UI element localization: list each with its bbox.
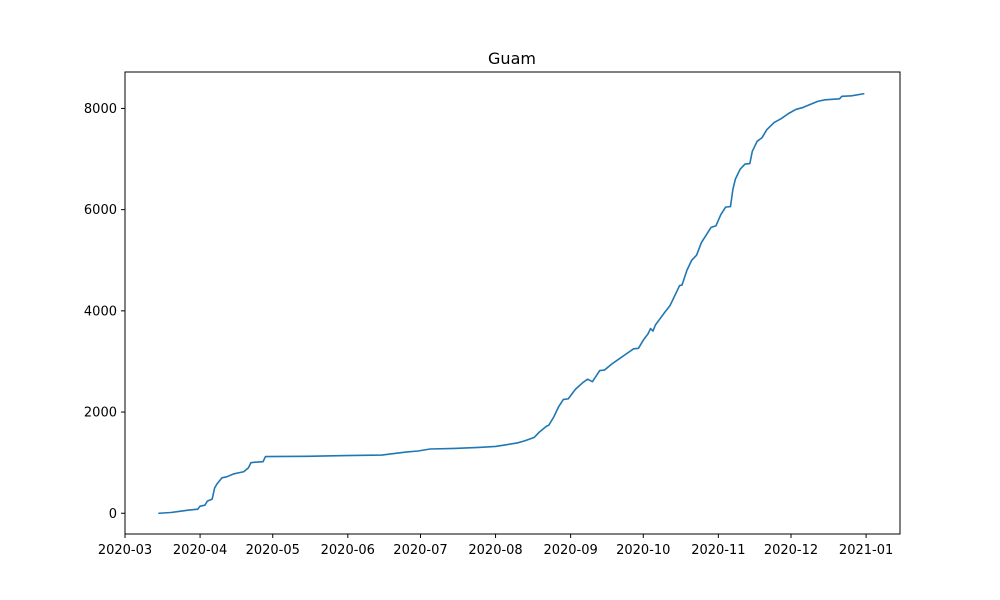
y-axis: 0 2000 4000 6000 8000: [84, 102, 125, 522]
plot-area: [158, 92, 865, 515]
series-line: [158, 92, 865, 515]
y-tick-label: 2000: [84, 406, 117, 421]
x-tick-label: 2021-01: [839, 543, 893, 558]
x-tick-label: 2020-09: [543, 543, 597, 558]
x-tick-label: 2020-11: [691, 543, 745, 558]
y-tick-label: 4000: [84, 304, 117, 319]
x-tick-label: 2020-06: [321, 543, 375, 558]
x-tick-label: 2020-04: [173, 543, 227, 558]
plot-frame: [124, 71, 901, 535]
x-tick-label: 2020-05: [246, 543, 300, 558]
chart-title: Guam: [488, 49, 536, 68]
x-tick-label: 2020-03: [98, 543, 152, 558]
x-tick-label: 2020-08: [468, 543, 522, 558]
y-tick-label: 8000: [84, 102, 117, 117]
y-tick-label: 0: [109, 507, 117, 522]
y-tick-label: 6000: [84, 203, 117, 218]
x-axis: 2020-03 2020-04 2020-05 2020-06 2020-07 2020-…: [98, 534, 893, 558]
x-tick-label: 2020-12: [764, 543, 818, 558]
x-tick-label: 2020-10: [616, 543, 670, 558]
x-tick-label: 2020-07: [393, 543, 447, 558]
